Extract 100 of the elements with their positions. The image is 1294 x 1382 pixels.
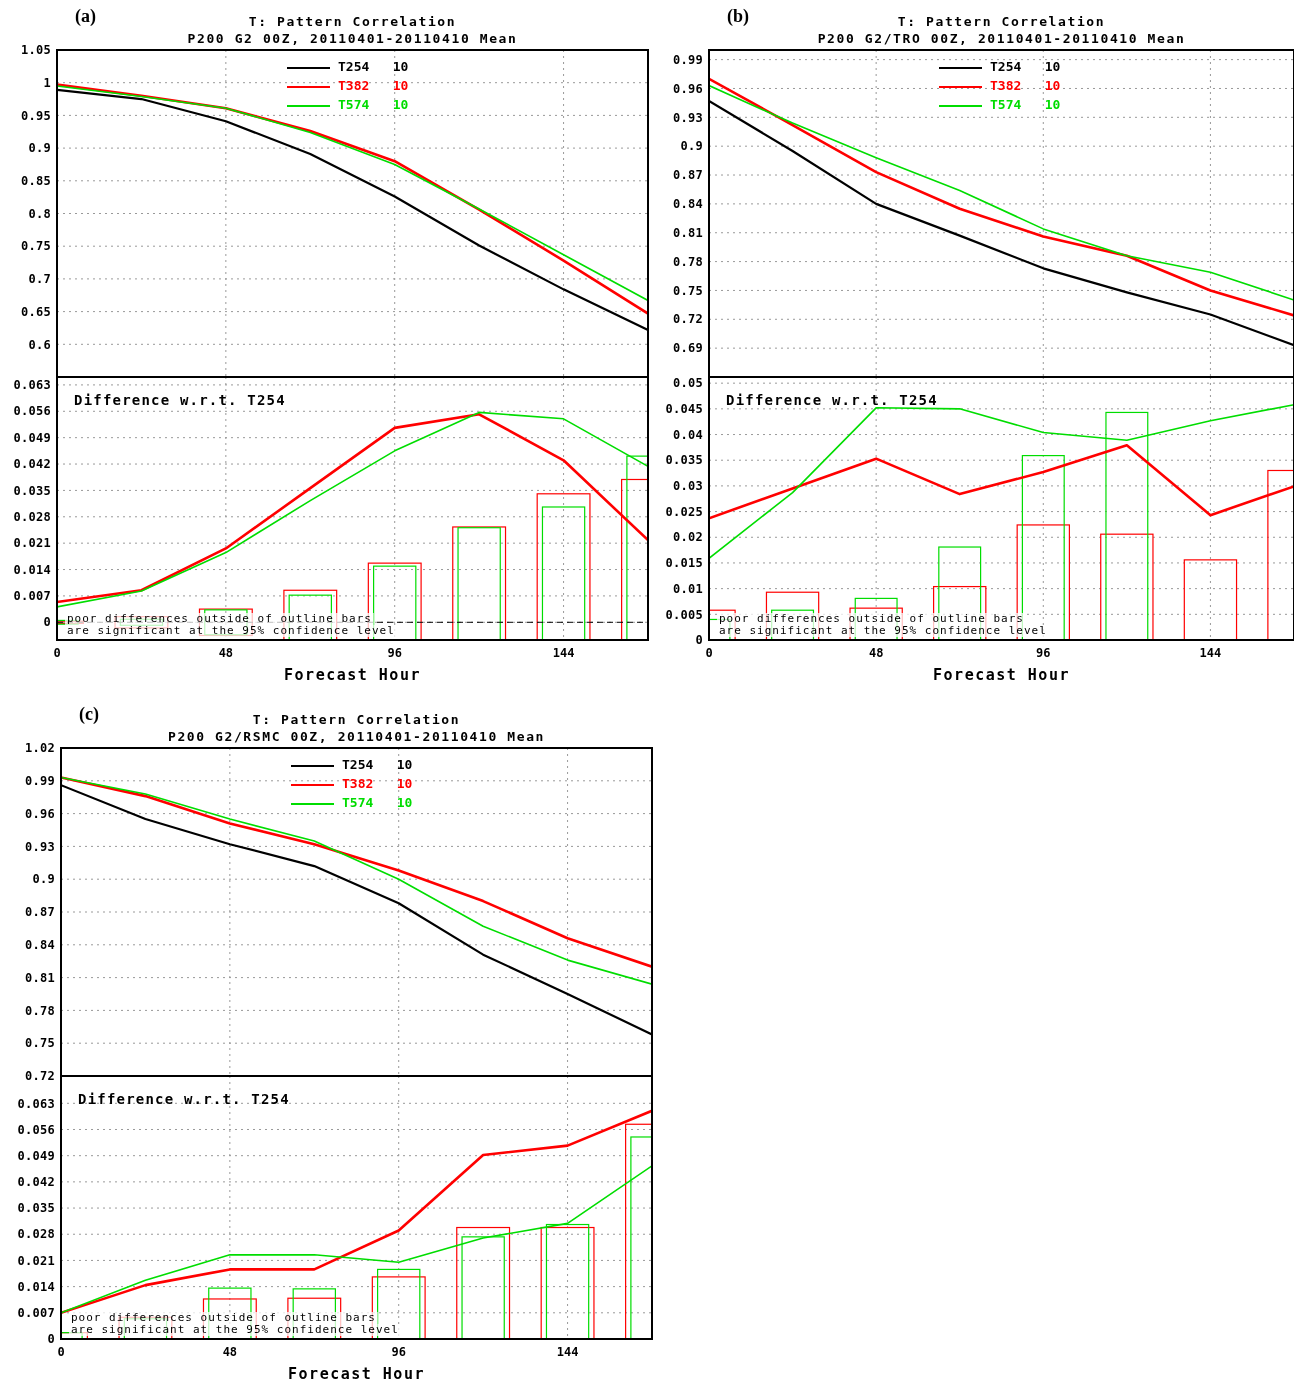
y-tick-label: 0.021	[17, 1253, 55, 1268]
y-tick-label: 0.75	[24, 1036, 55, 1051]
y-tick-label: 0.014	[17, 1279, 55, 1294]
chart-title: T: Pattern Correlation	[248, 14, 457, 29]
x-tick-label: 0	[705, 646, 713, 660]
legend-label: T382 10	[342, 775, 413, 791]
y-tick-label: 1	[43, 75, 51, 90]
legend-label: T254 10	[990, 58, 1061, 74]
y-tick-label: 0.8	[28, 206, 51, 221]
y-tick-label: 0.005	[665, 607, 703, 622]
annotation: Difference w.r.t. T254	[726, 392, 938, 408]
annotation: poor differences outside of outline bars	[67, 612, 372, 625]
x-axis-title: Forecast Hour	[284, 666, 421, 684]
y-tick-label: 0.78	[672, 254, 703, 269]
legend-label: T574 10	[990, 96, 1061, 112]
legend-label: T254 10	[342, 756, 413, 772]
y-tick-label: 0.049	[17, 1148, 55, 1163]
y-tick-label: 0.063	[17, 1096, 55, 1111]
chart-subtitle: P200 G2/RSMC 00Z, 20110401-20110410 Mean	[167, 729, 546, 744]
y-tick-label: 0.035	[13, 483, 51, 498]
y-tick-label: 0.03	[672, 479, 703, 494]
y-tick-label: 0.035	[665, 453, 703, 468]
chart-title: T: Pattern Correlation	[252, 712, 461, 727]
y-tick-label: 0.78	[24, 1003, 55, 1018]
x-tick-label: 48	[222, 1345, 238, 1359]
annotation: are significant at the 95% confidence level	[67, 624, 395, 637]
y-tick-label: 0.93	[24, 839, 55, 854]
y-tick-label: 0	[695, 633, 703, 648]
text: (b)	[727, 6, 749, 27]
legend-label: T382 10	[990, 77, 1061, 93]
x-tick-label: 48	[868, 646, 884, 660]
x-tick-label: 96	[391, 1345, 406, 1359]
y-tick-label: 0.87	[672, 168, 703, 183]
text: (c)	[79, 704, 99, 725]
x-tick-label: 48	[218, 646, 234, 660]
y-tick-label: 0.7	[28, 272, 51, 287]
annotation: Difference w.r.t. T254	[74, 392, 286, 408]
y-tick-label: 0.95	[20, 108, 51, 123]
y-tick-label: 0.035	[17, 1201, 55, 1216]
y-tick-label: 0.014	[13, 562, 51, 577]
y-tick-label: 0.75	[672, 283, 703, 298]
legend-label: T382 10	[338, 77, 409, 93]
y-tick-label: 0.84	[672, 197, 703, 212]
x-axis-title: Forecast Hour	[288, 1365, 425, 1382]
legend-label: T574 10	[342, 794, 413, 810]
y-tick-label: 0.9	[32, 872, 55, 887]
annotation: poor differences outside of outline bars	[71, 1311, 376, 1324]
y-tick-label: 0.69	[672, 341, 703, 356]
y-tick-label: 0.72	[24, 1069, 55, 1084]
y-tick-label: 0.045	[665, 402, 703, 417]
y-tick-label: 0.96	[24, 806, 55, 821]
x-axis-title: Forecast Hour	[933, 666, 1070, 684]
x-tick-label: 144	[552, 646, 575, 660]
y-tick-label: 0.6	[28, 337, 51, 352]
y-tick-label: 0.007	[17, 1306, 55, 1321]
y-tick-label: 0.99	[24, 774, 55, 788]
y-tick-label: 0.025	[665, 504, 703, 519]
y-tick-label: 0	[43, 615, 51, 630]
y-tick-label: 0.99	[672, 52, 703, 67]
y-tick-label: 0.81	[24, 970, 55, 985]
y-tick-label: 0.02	[672, 530, 703, 545]
annotation: poor differences outside of outline bars	[719, 612, 1024, 625]
y-tick-label: 0.96	[672, 81, 703, 96]
y-tick-label: 0.015	[665, 556, 703, 571]
x-tick-label: 96	[1036, 646, 1051, 660]
y-tick-label: 0.007	[13, 589, 51, 604]
y-tick-label: 0.75	[20, 239, 51, 254]
y-tick-label: 0.93	[672, 110, 703, 125]
x-tick-label: 144	[1199, 646, 1222, 660]
annotation: are significant at the 95% confidence level	[71, 1323, 399, 1336]
y-tick-label: 0.9	[680, 139, 703, 154]
y-tick-label: 0.063	[13, 378, 51, 393]
chart-subtitle: P200 G2/TRO 00Z, 20110401-20110410 Mean	[817, 31, 1186, 46]
y-tick-label: 0.72	[672, 312, 703, 327]
y-tick-label: 0.87	[24, 905, 55, 920]
y-tick-label: 0.65	[20, 304, 51, 319]
y-tick-label: 0.028	[13, 509, 51, 524]
y-tick-label: 1.05	[20, 43, 51, 58]
chart-title: T: Pattern Correlation	[897, 14, 1106, 29]
text: (a)	[75, 6, 96, 27]
legend-label: T254 10	[338, 58, 409, 74]
y-tick-label: 0.028	[17, 1227, 55, 1242]
y-tick-label: 0.042	[13, 457, 51, 472]
x-tick-label: 0	[57, 1345, 65, 1359]
legend-label: T574 10	[338, 96, 409, 112]
y-tick-label: 0.056	[13, 404, 51, 419]
y-tick-label: 0.056	[17, 1122, 55, 1137]
y-tick-label: 0.021	[13, 536, 51, 551]
y-tick-label: 0.84	[24, 938, 55, 952]
y-tick-label: 0.042	[17, 1175, 55, 1190]
y-tick-label: 0.049	[13, 430, 51, 445]
annotation: Difference w.r.t. T254	[78, 1091, 290, 1107]
x-tick-label: 96	[387, 646, 402, 660]
annotation: are significant at the 95% confidence level	[719, 624, 1047, 637]
y-tick-label: 1.02	[24, 741, 55, 756]
y-tick-label: 0.81	[672, 225, 703, 240]
x-tick-label: 144	[556, 1345, 579, 1359]
chart-subtitle: P200 G2 00Z, 20110401-20110410 Mean	[187, 31, 518, 46]
y-tick-label: 0.85	[20, 174, 51, 188]
y-tick-label: 0.05	[672, 376, 703, 391]
